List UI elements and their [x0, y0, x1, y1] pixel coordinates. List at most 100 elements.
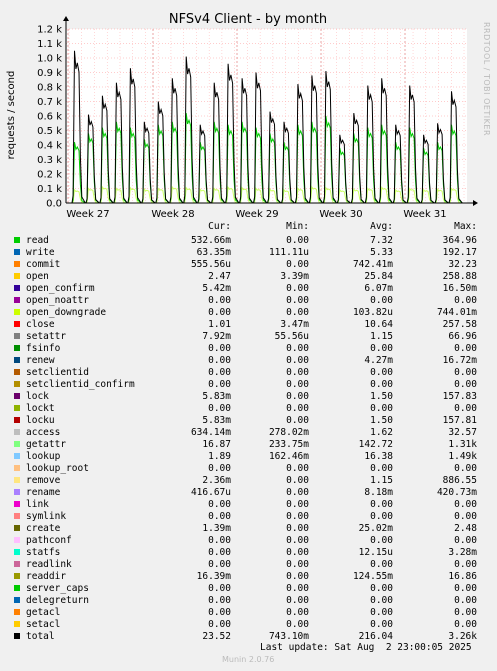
legend-row-open: open 2.47 3.39m 25.84 258.88	[0, 271, 497, 283]
legend-swatch	[14, 633, 20, 639]
legend-min-value: 0.00	[286, 547, 309, 558]
legend-cur-value: 16.39m	[196, 571, 231, 582]
legend-swatch	[14, 489, 20, 495]
legend-min-value: 0.00	[286, 367, 309, 378]
legend-swatch	[14, 465, 20, 471]
legend-max-value: 32.57	[448, 427, 477, 438]
legend-label: setclientid	[26, 367, 89, 378]
legend-label: getattr	[26, 439, 67, 450]
legend-cur-value: 0.00	[208, 295, 231, 306]
legend-swatch	[14, 273, 20, 279]
legend-label: access	[26, 427, 61, 438]
legend-max-value: 0.00	[454, 367, 477, 378]
legend-max-value: 0.00	[454, 607, 477, 618]
legend-max-value: 0.00	[454, 463, 477, 474]
legend-min-value: 162.46m	[268, 451, 309, 462]
legend-label: renew	[26, 355, 55, 366]
legend-row-remove: remove 2.36m 0.00 1.15 886.55	[0, 475, 497, 487]
legend-avg-value: 0.00	[370, 595, 393, 606]
legend-max-value: 3.28m	[448, 547, 477, 558]
legend-label: pathconf	[26, 535, 72, 546]
legend-avg-value: 0.00	[370, 583, 393, 594]
legend-row-getacl: getacl 0.00 0.00 0.00 0.00	[0, 607, 497, 619]
legend-row-setacl: setacl 0.00 0.00 0.00 0.00	[0, 619, 497, 631]
legend-cur-value: 0.00	[208, 619, 231, 630]
legend-max-value: 0.00	[454, 403, 477, 414]
legend-min-value: 111.11u	[268, 247, 309, 258]
legend-avg-value: 742.41m	[352, 259, 393, 270]
legend-row-total: total 23.52 743.10m 216.04 3.26k	[0, 631, 497, 643]
legend-cur-value: 555.56u	[190, 259, 231, 270]
legend-label: open_noattr	[26, 295, 89, 306]
legend-swatch	[14, 621, 20, 627]
legend-avg-value: 0.00	[370, 343, 393, 354]
y-tick-label: 0.1 k	[37, 184, 62, 195]
legend-label: server_caps	[26, 583, 89, 594]
legend-max-value: 66.96	[448, 331, 477, 342]
legend-row-setclientid-confirm: setclientid_confirm 0.00 0.00 0.00 0.00	[0, 379, 497, 391]
x-tick-label: Week 30	[319, 209, 362, 220]
header-min: Min:	[286, 221, 309, 232]
legend-max-value: 364.96	[442, 235, 477, 246]
legend-max-value: 1.31k	[448, 439, 477, 450]
rrdtool-watermark: RRDTOOL / TOBI OETIKER	[482, 22, 491, 136]
legend-min-value: 0.00	[286, 559, 309, 570]
legend-max-value: 0.00	[454, 343, 477, 354]
legend-label: delegreturn	[26, 595, 89, 606]
legend-label: total	[26, 631, 55, 642]
y-tick-label: 1.0 k	[37, 54, 62, 65]
legend-swatch	[14, 597, 20, 603]
y-tick-label: 0.8 k	[37, 83, 62, 94]
legend-cur-value: 5.42m	[202, 283, 231, 294]
legend-label: locku	[26, 415, 55, 426]
header-max: Max:	[454, 221, 477, 232]
legend-swatch	[14, 285, 20, 291]
legend-avg-value: 5.33	[370, 247, 393, 258]
legend-min-value: 0.00	[286, 307, 309, 318]
legend-avg-value: 0.00	[370, 379, 393, 390]
legend-row-close: close 1.01 3.47m 10.64 257.58	[0, 319, 497, 331]
legend-cur-value: 63.35m	[196, 247, 231, 258]
header-avg: Avg:	[370, 221, 393, 232]
legend-label: link	[26, 499, 49, 510]
legend-max-value: 0.00	[454, 499, 477, 510]
legend-min-value: 0.00	[286, 283, 309, 294]
legend-row-pathconf: pathconf 0.00 0.00 0.00 0.00	[0, 535, 497, 547]
legend-cur-value: 1.89	[208, 451, 231, 462]
legend-cur-value: 0.00	[208, 379, 231, 390]
legend-max-value: 0.00	[454, 559, 477, 570]
legend-max-value: 0.00	[454, 379, 477, 390]
legend-min-value: 0.00	[286, 571, 309, 582]
legend-cur-value: 7.92m	[202, 331, 231, 342]
legend-row-fsinfo: fsinfo 0.00 0.00 0.00 0.00	[0, 343, 497, 355]
legend-swatch	[14, 573, 20, 579]
x-tick-label: Week 28	[151, 209, 194, 220]
legend-swatch	[14, 381, 20, 387]
legend-swatch	[14, 261, 20, 267]
legend-avg-value: 0.00	[370, 607, 393, 618]
legend-swatch	[14, 537, 20, 543]
legend-max-value: 886.55	[442, 475, 477, 486]
legend-avg-value: 6.07m	[364, 283, 393, 294]
legend-max-value: 1.49k	[448, 451, 477, 462]
legend-label: open	[26, 271, 49, 282]
legend-cur-value: 0.00	[208, 547, 231, 558]
legend-row-server-caps: server_caps 0.00 0.00 0.00 0.00	[0, 583, 497, 595]
legend-swatch	[14, 609, 20, 615]
legend-avg-value: 142.72	[358, 439, 393, 450]
legend-min-value: 0.00	[286, 511, 309, 522]
legend-swatch	[14, 429, 20, 435]
legend-cur-value: 0.00	[208, 307, 231, 318]
legend-swatch	[14, 453, 20, 459]
legend-avg-value: 1.50	[370, 415, 393, 426]
legend-cur-value: 0.00	[208, 403, 231, 414]
legend-cur-value: 2.36m	[202, 475, 231, 486]
legend-cur-value: 0.00	[208, 559, 231, 570]
legend-row-lockt: lockt 0.00 0.00 0.00 0.00	[0, 403, 497, 415]
legend-avg-value: 4.27m	[364, 355, 393, 366]
legend-swatch	[14, 501, 20, 507]
legend-cur-value: 23.52	[202, 631, 231, 642]
legend-swatch	[14, 441, 20, 447]
munin-version: Munin 2.0.76	[222, 655, 275, 664]
legend-cur-value: 0.00	[208, 355, 231, 366]
